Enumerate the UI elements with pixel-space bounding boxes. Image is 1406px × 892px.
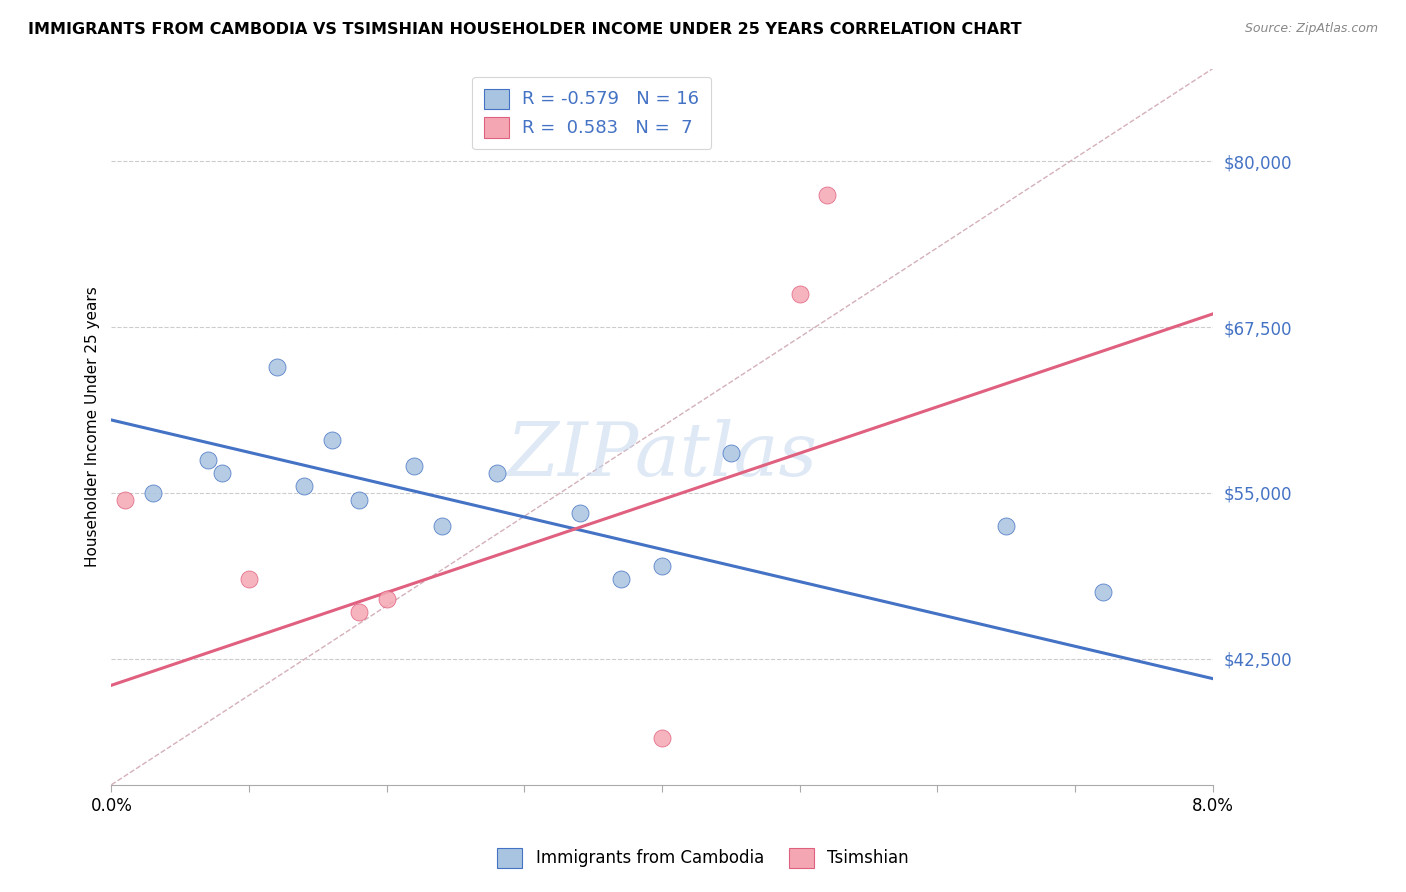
Point [266, 359, 288, 374]
Point [375, 592, 398, 607]
Point [238, 572, 260, 586]
Y-axis label: Householder Income Under 25 years: Householder Income Under 25 years [86, 286, 100, 567]
Point [568, 506, 591, 520]
Legend: Immigrants from Cambodia, Tsimshian: Immigrants from Cambodia, Tsimshian [491, 841, 915, 875]
Point [349, 605, 371, 619]
Point [404, 459, 426, 474]
Point [815, 187, 838, 202]
Point [197, 452, 219, 467]
Point [211, 466, 233, 480]
Point [430, 519, 453, 533]
Point [485, 466, 508, 480]
Point [349, 492, 371, 507]
Point [114, 492, 136, 507]
Text: ZIPatlas: ZIPatlas [506, 419, 818, 491]
Point [789, 287, 811, 301]
Point [321, 433, 343, 447]
Point [1091, 585, 1114, 599]
Text: Source: ZipAtlas.com: Source: ZipAtlas.com [1244, 22, 1378, 36]
Point [610, 572, 633, 586]
Point [651, 731, 673, 746]
Point [142, 486, 165, 500]
Text: IMMIGRANTS FROM CAMBODIA VS TSIMSHIAN HOUSEHOLDER INCOME UNDER 25 YEARS CORRELAT: IMMIGRANTS FROM CAMBODIA VS TSIMSHIAN HO… [28, 22, 1022, 37]
Point [720, 446, 742, 460]
Point [995, 519, 1018, 533]
Legend: R = -0.579   N = 16, R =  0.583   N =  7: R = -0.579 N = 16, R = 0.583 N = 7 [472, 77, 711, 149]
Point [292, 479, 315, 493]
Point [651, 558, 673, 573]
